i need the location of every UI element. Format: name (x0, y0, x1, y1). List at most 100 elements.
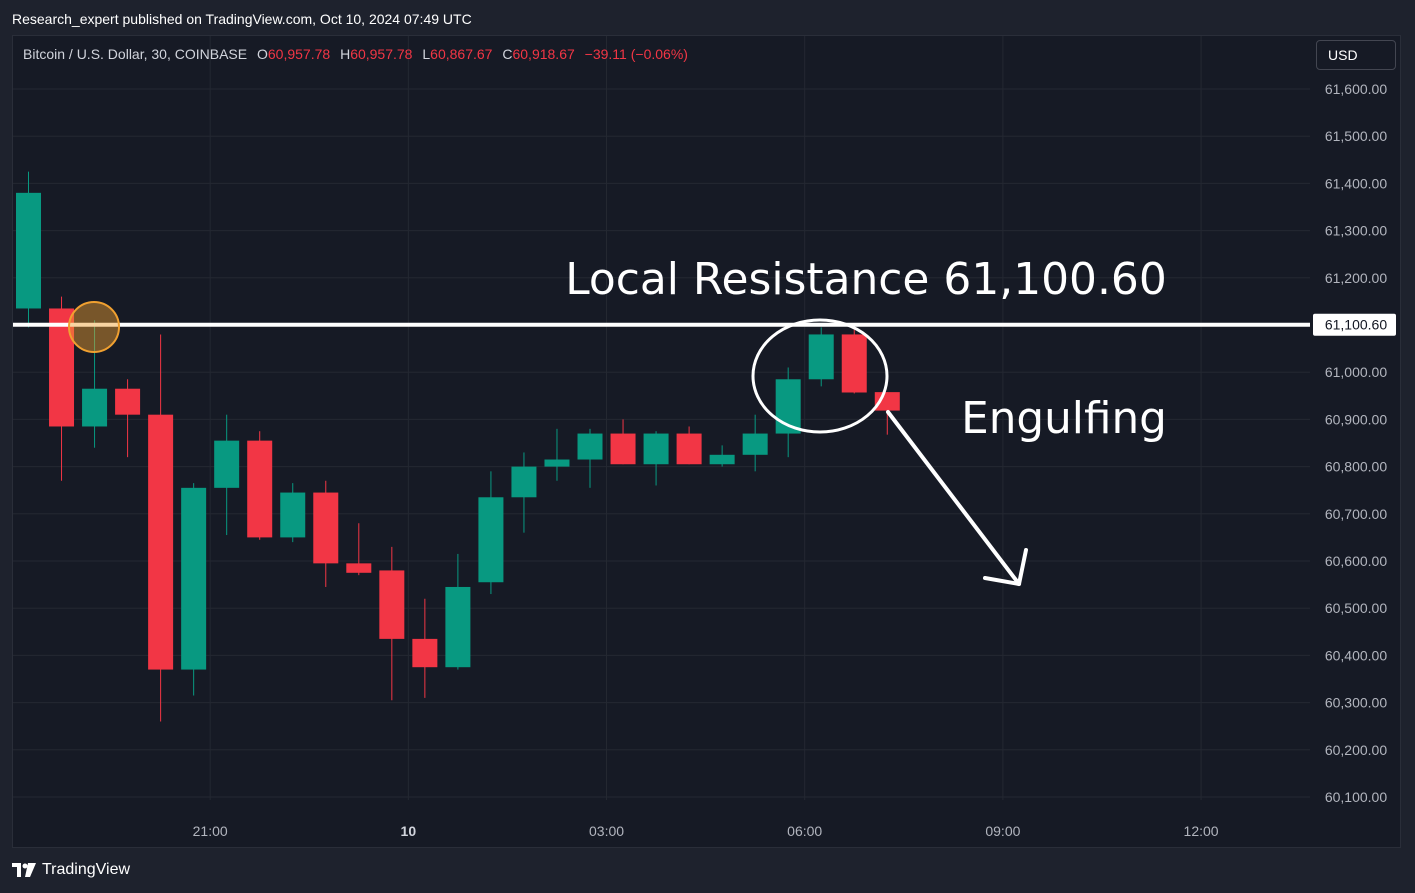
candle-body (346, 563, 372, 573)
candle-body (247, 440, 273, 538)
footer-brand-text: TradingView (42, 861, 131, 878)
arrow-shaft (886, 410, 1021, 586)
rejection-highlight-circle (68, 301, 120, 353)
candle-body (412, 638, 438, 668)
candle (808, 327, 834, 387)
candle-body (379, 570, 405, 639)
resistance-price-label: 61,100.60 (1325, 317, 1387, 333)
price-tick-label: 60,200.00 (1325, 742, 1387, 758)
candle (577, 428, 603, 488)
time-tick-label: 06:00 (787, 823, 822, 839)
candle (148, 334, 174, 722)
candle-body (511, 466, 537, 498)
price-tick-label: 61,500.00 (1325, 128, 1387, 144)
candle (643, 431, 669, 486)
price-tick-label: 60,300.00 (1325, 695, 1387, 711)
candle-body (181, 487, 207, 670)
low-label: L (422, 46, 431, 62)
time-tick-label: 09:00 (985, 823, 1020, 839)
price-axis: 61,600.00 61,500.00 61,400.00 61,300.00 61,2… (1325, 81, 1387, 805)
candle (709, 445, 735, 467)
candle (280, 483, 306, 543)
candle (181, 483, 207, 696)
candle-body (544, 459, 570, 467)
candle-body (82, 388, 108, 427)
candle-body (148, 414, 174, 670)
candle (841, 329, 867, 394)
time-tick-label: 03:00 (589, 823, 624, 839)
price-tick-label: 60,800.00 (1325, 459, 1387, 475)
candles (16, 171, 900, 722)
currency-button[interactable]: USD (1316, 40, 1396, 70)
footer-brand[interactable]: TradingView (12, 861, 130, 879)
price-tick-label: 61,200.00 (1325, 270, 1387, 286)
price-tick-label: 61,000.00 (1325, 364, 1387, 380)
candle-body (676, 433, 702, 465)
resistance-annotation: Local Resistance 61,100.60 (565, 254, 1167, 305)
candle-body (445, 586, 471, 668)
price-tick-label: 60,500.00 (1325, 600, 1387, 616)
candle (313, 480, 339, 587)
time-tick-label: 10 (401, 823, 417, 839)
candle-body (808, 334, 834, 380)
close-value: 60,918.67 (512, 46, 575, 62)
symbol-name: Bitcoin / U.S. Dollar, 30, COINBASE (23, 46, 248, 62)
candle (511, 452, 537, 533)
candle (379, 546, 405, 701)
candle-body (610, 433, 636, 465)
time-tick-label: 12:00 (1184, 823, 1219, 839)
candle-body (478, 497, 504, 583)
candle (610, 419, 636, 465)
candle-body (313, 492, 339, 564)
annotations: 61,100.60 Local Resistance 61,100.60 Engul… (13, 254, 1396, 586)
price-tick-label: 60,600.00 (1325, 553, 1387, 569)
candle-body (115, 388, 141, 415)
low-value: 60,867.67 (430, 46, 493, 62)
candle (346, 523, 372, 576)
candle (247, 431, 273, 540)
candle (412, 598, 438, 698)
candle-body (643, 433, 669, 465)
candle-body (742, 433, 768, 455)
arrow-head-icon (983, 548, 1028, 586)
candle (82, 320, 108, 448)
price-tick-label: 60,400.00 (1325, 647, 1387, 663)
candle-body (16, 192, 41, 309)
candle (676, 426, 702, 465)
candle (445, 553, 471, 670)
price-tick-label: 60,700.00 (1325, 506, 1387, 522)
price-tick-label: 61,300.00 (1325, 223, 1387, 239)
published-info: Research_expert published on TradingView… (12, 11, 472, 27)
engulfing-annotation: Engulfing (961, 393, 1167, 444)
price-tick-label: 60,100.00 (1325, 789, 1387, 805)
open-value: 60,957.78 (267, 46, 331, 62)
candle-body (841, 334, 867, 393)
symbol-legend[interactable]: Bitcoin / U.S. Dollar, 30, COINBASE O60,… (23, 46, 688, 62)
candle-body (280, 492, 306, 538)
chart-frame[interactable] (12, 35, 1401, 848)
candle (115, 379, 141, 458)
candle (742, 414, 768, 472)
high-label: H (340, 46, 351, 62)
candle (214, 414, 240, 536)
candle (478, 471, 504, 595)
price-tick-label: 61,400.00 (1325, 175, 1387, 191)
high-value: 60,957.78 (350, 46, 413, 62)
candle (16, 171, 41, 328)
open-label: O (256, 46, 268, 62)
price-tick-label: 60,900.00 (1325, 411, 1387, 427)
price-tick-label: 61,600.00 (1325, 81, 1387, 97)
tradingview-logo-icon (12, 863, 36, 877)
candle-body (709, 454, 735, 465)
candle-body (577, 433, 603, 460)
resistance-price-tag (1313, 313, 1396, 336)
top-bar: Research_expert published on TradingView… (0, 0, 1415, 36)
grid (13, 36, 1310, 800)
candle-body (214, 440, 240, 488)
time-tick-label: 21:00 (193, 823, 228, 839)
change-value: −39.11 (−0.06%) (584, 46, 688, 62)
engulfing-ellipse (751, 318, 889, 434)
time-axis: 21:00 10 03:00 06:00 09:00 12:00 (193, 823, 1219, 839)
candle (544, 428, 570, 481)
